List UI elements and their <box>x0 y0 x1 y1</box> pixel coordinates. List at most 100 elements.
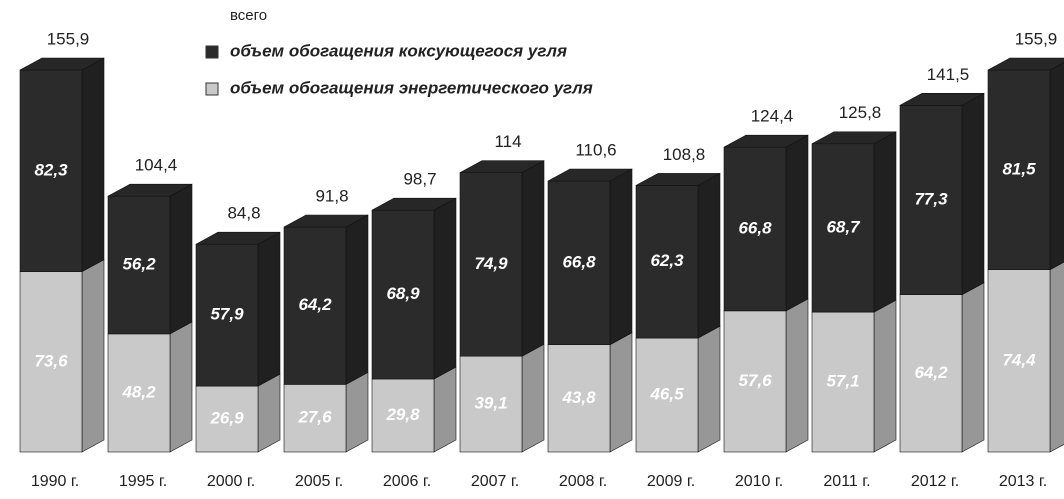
total-label: 124,4 <box>751 107 794 126</box>
x-tick-label: 2009 г. <box>647 473 695 490</box>
bar-side <box>521 343 545 453</box>
bar-segment <box>899 294 963 453</box>
bar-side <box>1049 261 1064 453</box>
total-label: 155,9 <box>1015 29 1058 48</box>
segment-label: 39,1 <box>474 394 507 413</box>
bar-side <box>257 373 281 453</box>
bar-side <box>961 92 985 296</box>
segment-label: 64,2 <box>298 295 332 314</box>
bar-side <box>873 299 897 453</box>
segment-label: 57,1 <box>826 372 859 391</box>
x-tick-label: 1990 г. <box>31 473 79 490</box>
total-label: 108,8 <box>663 145 706 164</box>
segment-label: 64,2 <box>914 363 948 382</box>
segment-label: 68,7 <box>826 217 861 236</box>
bar-segment <box>371 209 435 380</box>
bar-segment <box>19 271 83 453</box>
x-tick-label: 2008 г. <box>559 473 607 490</box>
segment-label: 56,2 <box>122 255 156 274</box>
x-tick-label: 2010 г. <box>735 473 783 490</box>
x-tick-label: 2013 г. <box>999 473 1047 490</box>
bar-segment <box>283 226 347 385</box>
bar-top <box>459 160 545 173</box>
legend-swatch <box>205 45 219 59</box>
segment-label: 66,8 <box>738 219 772 238</box>
bar-side <box>257 231 281 387</box>
segment-label: 77,3 <box>914 189 948 208</box>
bar-segment <box>459 172 523 357</box>
bar-segment <box>107 333 171 453</box>
x-tick-label: 2011 г. <box>823 473 870 490</box>
total-label: 155,9 <box>47 29 90 48</box>
legend-label: объем обогащения коксующегося угля <box>230 41 567 60</box>
bar-segment <box>723 310 787 453</box>
total-label: 141,5 <box>927 65 970 84</box>
segment-label: 46,5 <box>649 385 684 404</box>
bar-top <box>107 183 193 197</box>
bar-segment <box>195 243 259 387</box>
bar-side <box>521 160 545 357</box>
bar-top <box>811 131 897 145</box>
bar-segment <box>723 146 787 312</box>
bar-side <box>697 172 721 339</box>
bar-side <box>345 371 369 453</box>
bar-segment <box>635 337 699 453</box>
x-tick-label: 2000 г. <box>207 473 255 490</box>
total-label: 110,6 <box>575 140 616 159</box>
bar-segment <box>195 385 259 453</box>
segment-label: 74,4 <box>1002 350 1036 369</box>
x-tick-label: 2012 г. <box>911 473 959 490</box>
bar-top <box>987 57 1064 71</box>
bar-side <box>433 366 457 453</box>
segment-label: 74,9 <box>474 254 508 273</box>
segment-label: 26,9 <box>209 409 244 428</box>
legend-swatch <box>205 82 219 96</box>
bar-side <box>609 332 633 453</box>
total-label: 98,7 <box>403 170 436 189</box>
x-tick-label: 2005 г. <box>295 473 343 490</box>
bar-segment <box>899 104 963 295</box>
bar-side <box>169 321 193 453</box>
segment-label: 73,6 <box>34 351 68 370</box>
segment-label: 27,6 <box>297 408 332 427</box>
bar-side <box>609 168 633 346</box>
bar-segment <box>987 69 1051 270</box>
bar-side <box>81 57 105 273</box>
bar-segment <box>107 195 171 335</box>
total-label: 84,8 <box>227 204 260 223</box>
bar-segment <box>547 180 611 345</box>
bar-top <box>19 57 105 71</box>
bar-side <box>961 282 985 453</box>
x-tick-label: 1995 г. <box>119 473 167 490</box>
bar-side <box>697 325 721 453</box>
bar-segment <box>987 269 1051 453</box>
bar-segment <box>459 355 523 453</box>
bar-segment <box>811 311 875 453</box>
total-label: 114 <box>494 132 521 151</box>
legend-label: объем обогащения энергетического угля <box>230 78 593 97</box>
segment-label: 29,8 <box>385 405 420 424</box>
total-label: 104,4 <box>135 156 178 175</box>
bar-side <box>785 298 809 453</box>
segment-label: 66,8 <box>562 252 596 271</box>
bar-top <box>283 214 369 228</box>
bar-top <box>547 168 633 182</box>
bar-top <box>195 231 281 245</box>
bar-top <box>899 92 985 106</box>
segment-label: 43,8 <box>561 388 596 407</box>
total-label: 125,8 <box>839 103 882 122</box>
segment-label: 57,6 <box>738 371 772 390</box>
bar-top <box>635 173 721 186</box>
bar-segment <box>811 143 875 313</box>
bar-side <box>345 214 369 385</box>
segment-label: 81,5 <box>1002 159 1036 178</box>
bar-top <box>371 197 457 211</box>
segment-label: 57,9 <box>210 305 244 324</box>
bar-segment <box>19 69 83 272</box>
bar-top <box>723 134 809 148</box>
bar-side <box>169 183 193 335</box>
bar-segment <box>371 378 435 453</box>
legend-total: всего <box>230 7 267 24</box>
total-label: 91,8 <box>315 187 348 206</box>
